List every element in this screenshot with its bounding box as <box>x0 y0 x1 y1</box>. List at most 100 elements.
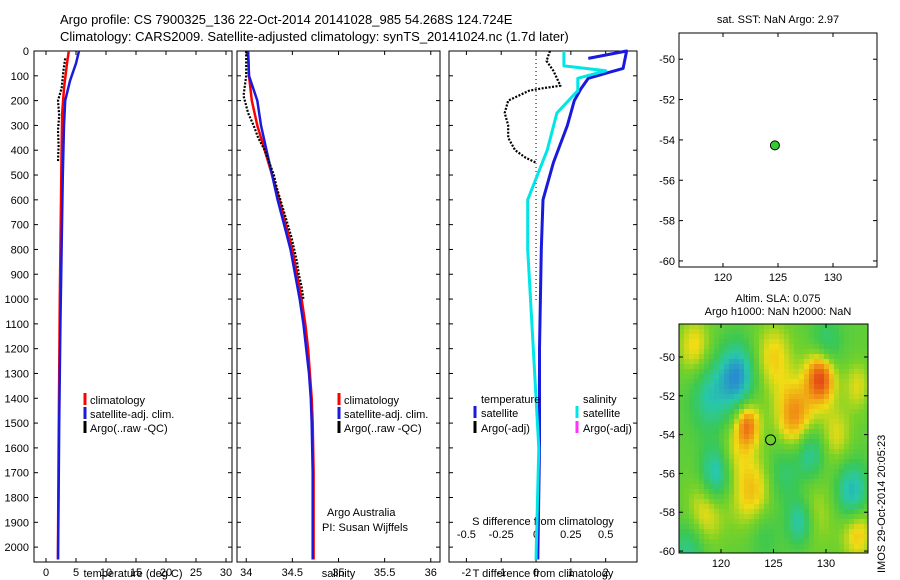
heatmap-cell <box>749 344 755 350</box>
heatmap-cell <box>774 484 780 490</box>
heatmap-cell <box>739 324 745 330</box>
heatmap-cell <box>799 324 805 330</box>
heatmap-cell <box>834 489 840 495</box>
heatmap-cell <box>829 359 835 365</box>
heatmap-cell <box>854 544 860 550</box>
y-tick-label: 100 <box>11 71 29 83</box>
heatmap-cell <box>864 499 868 505</box>
heatmap-cell <box>684 444 690 450</box>
heatmap-cell <box>679 549 685 553</box>
heatmap-cell <box>839 354 845 360</box>
heatmap-cell <box>844 449 850 455</box>
heatmap-cell <box>699 324 705 330</box>
heatmap-cell <box>799 379 805 385</box>
sst-map-title: sat. SST: NaN Argo: 2.97 <box>717 14 839 26</box>
heatmap-cell <box>679 379 685 385</box>
heatmap-cell <box>764 339 770 345</box>
heatmap-cell <box>834 379 840 385</box>
heatmap-cell <box>714 419 720 425</box>
heatmap-cell <box>744 424 750 430</box>
heatmap-cell <box>819 474 825 480</box>
heatmap-cell <box>734 354 740 360</box>
heatmap-cell <box>804 454 810 460</box>
heatmap-cell <box>814 484 820 490</box>
heatmap-cell <box>739 364 745 370</box>
heatmap-cell <box>864 439 868 445</box>
heatmap-cell <box>699 369 705 375</box>
heatmap-cell <box>774 474 780 480</box>
heatmap-cell <box>699 359 705 365</box>
heatmap-cell <box>754 369 760 375</box>
heatmap-cell <box>734 549 740 553</box>
heatmap-cell <box>749 444 755 450</box>
heatmap-cell <box>684 519 690 525</box>
heatmap-cell <box>794 369 800 375</box>
heatmap-cell <box>824 379 830 385</box>
heatmap-cell <box>814 389 820 395</box>
heatmap-cell <box>849 484 855 490</box>
heatmap-cell <box>744 434 750 440</box>
heatmap-cell <box>844 534 850 540</box>
heatmap-cell <box>784 379 790 385</box>
legend-group-salinity: salinity <box>583 394 617 406</box>
heatmap-cell <box>704 394 710 400</box>
y-tick-label: -60 <box>659 256 675 268</box>
heatmap-cell <box>689 504 695 510</box>
salinity-axes-frame <box>236 50 441 563</box>
heatmap-cell <box>684 329 690 335</box>
heatmap-cell <box>754 419 760 425</box>
heatmap-cell <box>724 364 730 370</box>
heatmap-cell <box>789 509 795 515</box>
heatmap-cell <box>719 434 725 440</box>
heatmap-cell <box>739 449 745 455</box>
heatmap-cell <box>774 439 780 445</box>
heatmap-cell <box>714 464 720 470</box>
heatmap-cell <box>799 384 805 390</box>
heatmap-cell <box>769 354 775 360</box>
heatmap-cell <box>749 414 755 420</box>
heatmap-cell <box>849 459 855 465</box>
heatmap-cell <box>689 484 695 490</box>
heatmap-cell <box>714 494 720 500</box>
heatmap-cell <box>854 524 860 530</box>
heatmap-cell <box>679 484 685 490</box>
heatmap-cell <box>734 374 740 380</box>
heatmap-cell <box>779 399 785 405</box>
heatmap-cell <box>759 399 765 405</box>
heatmap-cell <box>809 539 815 545</box>
heatmap-cell <box>754 544 760 550</box>
heatmap-cell <box>714 539 720 545</box>
x-tick-label: 1 <box>568 567 574 579</box>
y-tick-label: -60 <box>659 546 675 558</box>
heatmap-cell <box>859 379 865 385</box>
heatmap-cell <box>839 349 845 355</box>
heatmap-cell <box>724 429 730 435</box>
heatmap-cell <box>794 334 800 340</box>
heatmap-cell <box>764 369 770 375</box>
heatmap-cell <box>774 459 780 465</box>
heatmap-cell <box>824 369 830 375</box>
y-tick-label: -52 <box>659 391 675 403</box>
heatmap-cell <box>824 339 830 345</box>
heatmap-cell <box>769 364 775 370</box>
heatmap-cell <box>824 374 830 380</box>
heatmap-cell <box>724 369 730 375</box>
heatmap-cell <box>864 514 868 520</box>
heatmap-cell <box>789 439 795 445</box>
x-tick-label: 20 <box>160 567 172 579</box>
heatmap-cell <box>764 504 770 510</box>
heatmap-cell <box>704 399 710 405</box>
heatmap-cell <box>774 374 780 380</box>
heatmap-cell <box>709 394 715 400</box>
heatmap-cell <box>799 394 805 400</box>
heatmap-cell <box>834 534 840 540</box>
heatmap-cell <box>784 499 790 505</box>
heatmap-cell <box>719 479 725 485</box>
heatmap-cell <box>854 474 860 480</box>
heatmap-cell <box>734 514 740 520</box>
heatmap-cell <box>864 454 868 460</box>
heatmap-cell <box>829 514 835 520</box>
heatmap-cell <box>769 529 775 535</box>
heatmap-cell <box>739 529 745 535</box>
heatmap-cell <box>854 484 860 490</box>
